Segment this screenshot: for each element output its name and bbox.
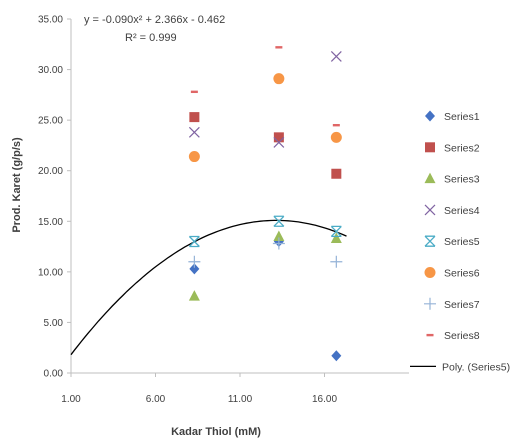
series-5-points (188, 215, 342, 248)
series-8-point (332, 124, 340, 127)
series-6-point (330, 131, 342, 143)
trendline-r2-text: R² = 0.999 (125, 32, 177, 44)
x-tick-label: 1.00 (61, 394, 81, 405)
y-tick-label: 5.00 (44, 318, 64, 329)
series-1-point (189, 263, 200, 275)
legend-label-series-4: Series4 (444, 205, 480, 217)
legend-label-series-5: Series5 (444, 236, 480, 248)
series-7-point (272, 237, 285, 250)
series-3-point (273, 230, 285, 241)
series-1-points (189, 236, 342, 362)
trendline-equation-text: y = -0.090x² + 2.366x - 0.462 (84, 14, 225, 26)
trendline (70, 219, 347, 356)
legend-marker-series-5 (424, 235, 436, 247)
series-1-point (331, 350, 342, 362)
series-7-point (188, 255, 201, 268)
series-8-point (275, 46, 283, 49)
series-2-point (331, 168, 342, 179)
y-axis-title: Prod. Karet (g/p/s) (11, 137, 23, 233)
legend: Series1 Series2 Series3 Series4 Series5 Serie… (410, 110, 510, 373)
series-4-point (330, 50, 342, 62)
legend-marker-series-6 (424, 267, 436, 278)
series-2-points (189, 112, 342, 179)
series-3-point (188, 290, 200, 301)
series-4-point (188, 126, 200, 138)
series-7-point (330, 255, 343, 268)
axes (70, 19, 409, 374)
series-8-points (190, 46, 340, 127)
legend-label-series-7: Series7 (444, 299, 480, 311)
y-tick-label: 10.00 (38, 267, 63, 278)
legend-label-series-8: Series8 (444, 330, 480, 342)
series-5-point (188, 235, 200, 248)
y-tick-label: 20.00 (38, 166, 63, 177)
legend-marker-series-1 (425, 110, 435, 122)
series-5-point (330, 225, 342, 238)
data-points (188, 46, 343, 362)
x-axis-title: Kadar Thiol (mM) (171, 426, 261, 438)
legend-marker-series-2 (425, 142, 435, 153)
series-6-points (188, 73, 342, 163)
legend-label-series-6: Series6 (444, 268, 480, 280)
y-tick-label: 25.00 (38, 116, 63, 127)
y-tick-label: 0.00 (44, 369, 64, 380)
series-2-point (273, 132, 284, 143)
y-tick-label: 35.00 (38, 15, 63, 26)
series-3-points (188, 230, 342, 301)
y-tick-label: 30.00 (38, 65, 63, 76)
series-6-point (188, 151, 200, 163)
tick-labels: 0.00 5.00 10.00 15.00 20.00 25.00 30.00 35.00 1.… (38, 15, 337, 406)
x-tick-label: 11.00 (228, 394, 253, 405)
series-2-point (189, 112, 200, 123)
legend-label-trendline: Poly. (Series5) (442, 361, 510, 373)
legend-label-series-2: Series2 (444, 142, 480, 154)
legend-marker-series-3 (424, 172, 436, 184)
legend-marker-series-8 (426, 333, 434, 337)
x-tick-label: 16.00 (312, 394, 337, 405)
legend-marker-series-7 (424, 297, 436, 310)
series-4-points (188, 50, 342, 148)
x-tick-label: 6.00 (146, 394, 166, 405)
legend-label-series-3: Series3 (444, 174, 480, 186)
trendline-group (70, 219, 347, 356)
series-3-point (330, 232, 342, 243)
y-tick-label: 15.00 (38, 217, 63, 228)
series-8-point (190, 90, 198, 94)
series-6-point (273, 73, 285, 85)
series-7-points (188, 237, 343, 268)
series-5-point (273, 215, 285, 227)
legend-marker-series-4 (424, 204, 436, 216)
legend-label-series-1: Series1 (444, 111, 480, 123)
trendline-equation: y = -0.090x² + 2.366x - 0.462 R² = 0.999 (84, 14, 225, 44)
series-4-point (273, 136, 285, 148)
